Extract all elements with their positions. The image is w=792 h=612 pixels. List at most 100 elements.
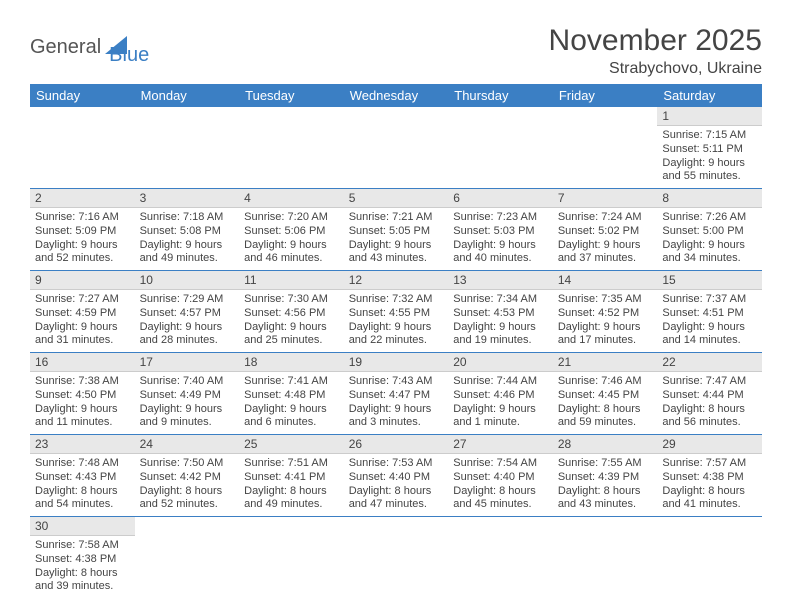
day-number: 10: [135, 271, 240, 290]
sunrise-text: Sunrise: 7:29 AM: [140, 293, 235, 307]
sunrise-text: Sunrise: 7:58 AM: [35, 539, 130, 553]
day-number: 13: [448, 271, 553, 290]
daylight-text: Daylight: 9 hours and 14 minutes.: [662, 321, 757, 349]
daylight-text: Daylight: 8 hours and 59 minutes.: [558, 403, 653, 431]
sunrise-text: Sunrise: 7:24 AM: [558, 211, 653, 225]
day-details: Sunrise: 7:32 AMSunset: 4:55 PMDaylight:…: [344, 290, 449, 352]
sunrise-text: Sunrise: 7:23 AM: [453, 211, 548, 225]
sunrise-text: Sunrise: 7:40 AM: [140, 375, 235, 389]
sunrise-text: Sunrise: 7:30 AM: [244, 293, 339, 307]
day-details: Sunrise: 7:35 AMSunset: 4:52 PMDaylight:…: [553, 290, 658, 352]
daylight-text: Daylight: 8 hours and 47 minutes.: [349, 485, 444, 513]
day-number: 12: [344, 271, 449, 290]
calendar-day-cell: 13Sunrise: 7:34 AMSunset: 4:53 PMDayligh…: [448, 271, 553, 353]
sunset-text: Sunset: 5:06 PM: [244, 225, 339, 239]
calendar-table: Sunday Monday Tuesday Wednesday Thursday…: [30, 84, 762, 598]
daylight-text: Daylight: 9 hours and 6 minutes.: [244, 403, 339, 431]
sunset-text: Sunset: 4:55 PM: [349, 307, 444, 321]
sunrise-text: Sunrise: 7:53 AM: [349, 457, 444, 471]
weekday-header: Wednesday: [344, 84, 449, 107]
day-number: 15: [657, 271, 762, 290]
sunrise-text: Sunrise: 7:50 AM: [140, 457, 235, 471]
daylight-text: Daylight: 9 hours and 31 minutes.: [35, 321, 130, 349]
calendar-week-row: 30Sunrise: 7:58 AMSunset: 4:38 PMDayligh…: [30, 517, 762, 599]
sunset-text: Sunset: 4:49 PM: [140, 389, 235, 403]
calendar-day-cell: [553, 107, 658, 189]
daylight-text: Daylight: 9 hours and 34 minutes.: [662, 239, 757, 267]
day-number: 29: [657, 435, 762, 454]
day-details: Sunrise: 7:18 AMSunset: 5:08 PMDaylight:…: [135, 208, 240, 270]
weekday-header: Monday: [135, 84, 240, 107]
calendar-day-cell: [344, 107, 449, 189]
daylight-text: Daylight: 8 hours and 41 minutes.: [662, 485, 757, 513]
calendar-day-cell: 17Sunrise: 7:40 AMSunset: 4:49 PMDayligh…: [135, 353, 240, 435]
day-details: Sunrise: 7:21 AMSunset: 5:05 PMDaylight:…: [344, 208, 449, 270]
calendar-day-cell: [448, 107, 553, 189]
calendar-day-cell: 28Sunrise: 7:55 AMSunset: 4:39 PMDayligh…: [553, 435, 658, 517]
day-number: 14: [553, 271, 658, 290]
daylight-text: Daylight: 9 hours and 9 minutes.: [140, 403, 235, 431]
daylight-text: Daylight: 9 hours and 55 minutes.: [662, 157, 757, 185]
calendar-day-cell: 14Sunrise: 7:35 AMSunset: 4:52 PMDayligh…: [553, 271, 658, 353]
day-details: Sunrise: 7:58 AMSunset: 4:38 PMDaylight:…: [30, 536, 135, 598]
day-number: 22: [657, 353, 762, 372]
sunrise-text: Sunrise: 7:54 AM: [453, 457, 548, 471]
day-number: 27: [448, 435, 553, 454]
calendar-day-cell: 30Sunrise: 7:58 AMSunset: 4:38 PMDayligh…: [30, 517, 135, 599]
sunset-text: Sunset: 4:47 PM: [349, 389, 444, 403]
daylight-text: Daylight: 8 hours and 52 minutes.: [140, 485, 235, 513]
sunrise-text: Sunrise: 7:32 AM: [349, 293, 444, 307]
day-details: Sunrise: 7:40 AMSunset: 4:49 PMDaylight:…: [135, 372, 240, 434]
day-details: Sunrise: 7:46 AMSunset: 4:45 PMDaylight:…: [553, 372, 658, 434]
day-number: 9: [30, 271, 135, 290]
calendar-day-cell: 20Sunrise: 7:44 AMSunset: 4:46 PMDayligh…: [448, 353, 553, 435]
sunset-text: Sunset: 4:40 PM: [349, 471, 444, 485]
sunset-text: Sunset: 4:40 PM: [453, 471, 548, 485]
sunrise-text: Sunrise: 7:21 AM: [349, 211, 444, 225]
day-details: Sunrise: 7:20 AMSunset: 5:06 PMDaylight:…: [239, 208, 344, 270]
day-details: Sunrise: 7:53 AMSunset: 4:40 PMDaylight:…: [344, 454, 449, 516]
calendar-day-cell: 22Sunrise: 7:47 AMSunset: 4:44 PMDayligh…: [657, 353, 762, 435]
day-number: 7: [553, 189, 658, 208]
day-number: 11: [239, 271, 344, 290]
sunrise-text: Sunrise: 7:16 AM: [35, 211, 130, 225]
sunrise-text: Sunrise: 7:51 AM: [244, 457, 339, 471]
day-number: 6: [448, 189, 553, 208]
day-number: 20: [448, 353, 553, 372]
daylight-text: Daylight: 9 hours and 19 minutes.: [453, 321, 548, 349]
daylight-text: Daylight: 9 hours and 46 minutes.: [244, 239, 339, 267]
sunset-text: Sunset: 5:09 PM: [35, 225, 130, 239]
sunset-text: Sunset: 4:43 PM: [35, 471, 130, 485]
daylight-text: Daylight: 9 hours and 28 minutes.: [140, 321, 235, 349]
sunrise-text: Sunrise: 7:41 AM: [244, 375, 339, 389]
calendar-day-cell: [135, 107, 240, 189]
day-number: 23: [30, 435, 135, 454]
daylight-text: Daylight: 9 hours and 22 minutes.: [349, 321, 444, 349]
calendar-day-cell: 24Sunrise: 7:50 AMSunset: 4:42 PMDayligh…: [135, 435, 240, 517]
day-details: Sunrise: 7:37 AMSunset: 4:51 PMDaylight:…: [657, 290, 762, 352]
day-number: 18: [239, 353, 344, 372]
daylight-text: Daylight: 9 hours and 3 minutes.: [349, 403, 444, 431]
sunset-text: Sunset: 4:38 PM: [35, 553, 130, 567]
page-title: November 2025: [549, 24, 762, 58]
day-details: Sunrise: 7:30 AMSunset: 4:56 PMDaylight:…: [239, 290, 344, 352]
calendar-day-cell: 19Sunrise: 7:43 AMSunset: 4:47 PMDayligh…: [344, 353, 449, 435]
day-details: Sunrise: 7:26 AMSunset: 5:00 PMDaylight:…: [657, 208, 762, 270]
day-number: 30: [30, 517, 135, 536]
daylight-text: Daylight: 8 hours and 49 minutes.: [244, 485, 339, 513]
calendar-week-row: 2Sunrise: 7:16 AMSunset: 5:09 PMDaylight…: [30, 189, 762, 271]
day-number: 4: [239, 189, 344, 208]
calendar-day-cell: 7Sunrise: 7:24 AMSunset: 5:02 PMDaylight…: [553, 189, 658, 271]
logo-text-general: General: [30, 36, 101, 59]
calendar-day-cell: 25Sunrise: 7:51 AMSunset: 4:41 PMDayligh…: [239, 435, 344, 517]
sunrise-text: Sunrise: 7:38 AM: [35, 375, 130, 389]
daylight-text: Daylight: 9 hours and 11 minutes.: [35, 403, 130, 431]
sunset-text: Sunset: 5:02 PM: [558, 225, 653, 239]
day-details: Sunrise: 7:29 AMSunset: 4:57 PMDaylight:…: [135, 290, 240, 352]
daylight-text: Daylight: 9 hours and 49 minutes.: [140, 239, 235, 267]
calendar-day-cell: 21Sunrise: 7:46 AMSunset: 4:45 PMDayligh…: [553, 353, 658, 435]
calendar-day-cell: 2Sunrise: 7:16 AMSunset: 5:09 PMDaylight…: [30, 189, 135, 271]
calendar-week-row: 9Sunrise: 7:27 AMSunset: 4:59 PMDaylight…: [30, 271, 762, 353]
location-label: Strabychovo, Ukraine: [549, 60, 762, 78]
calendar-day-cell: 26Sunrise: 7:53 AMSunset: 4:40 PMDayligh…: [344, 435, 449, 517]
